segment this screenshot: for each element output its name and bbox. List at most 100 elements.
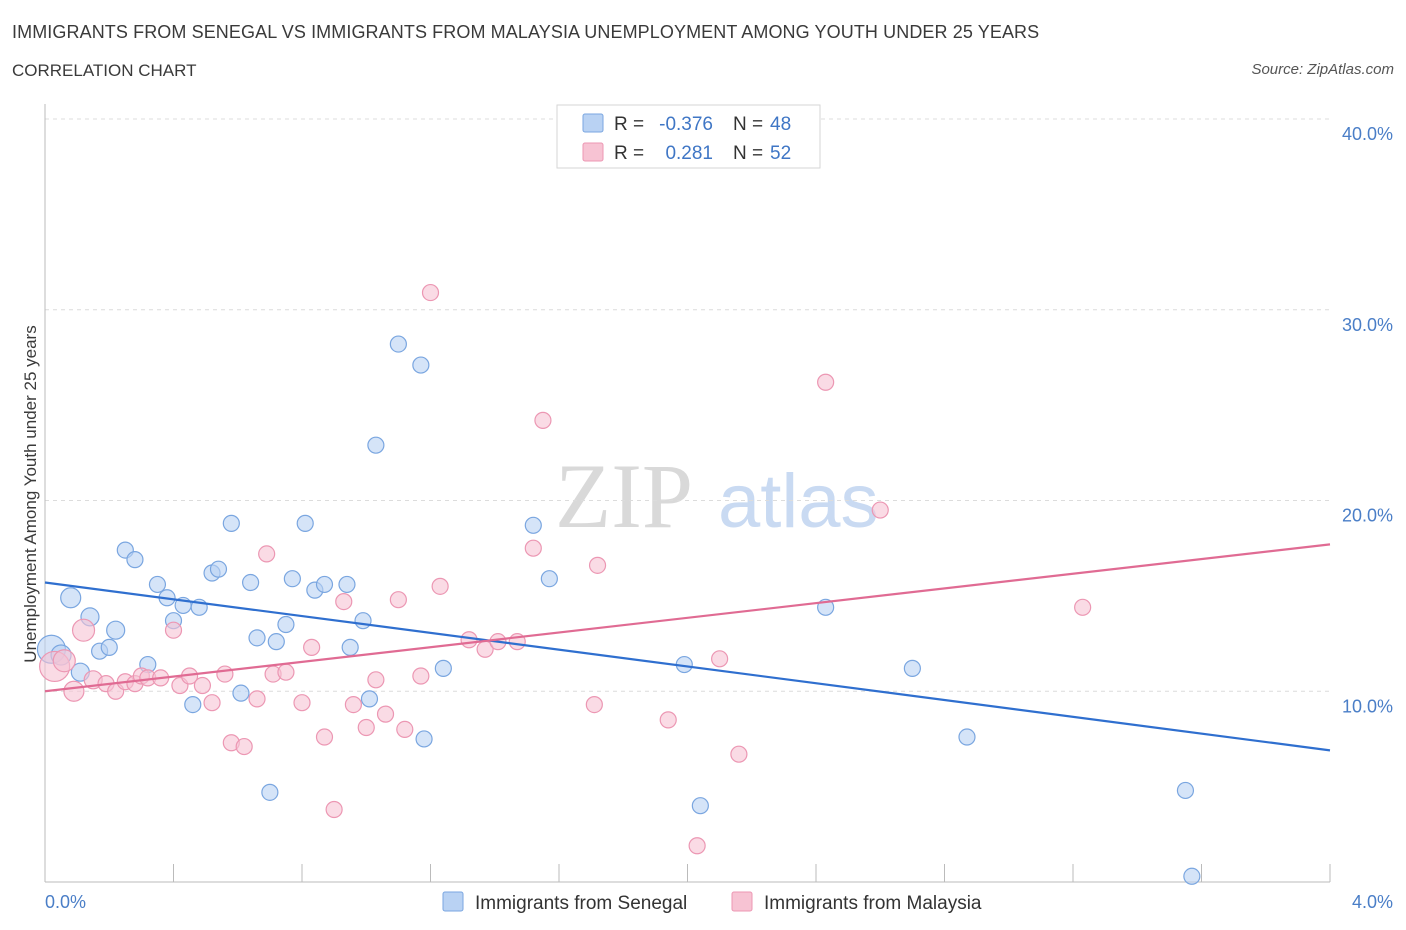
senegal-point-47 <box>1183 867 1201 885</box>
malaysia-point-2 <box>63 680 85 702</box>
y-axis-label: Unemployment Among Youth under 25 years <box>21 325 40 662</box>
malaysia-point-31 <box>367 671 385 689</box>
legend-senegal-swatch <box>582 113 604 133</box>
bottom-legend-malaysia-swatch <box>731 891 753 912</box>
legend-malaysia-r-label: R = <box>614 143 644 164</box>
legend-senegal-n-value: 48 <box>770 114 791 135</box>
malaysia-point-45 <box>588 556 607 574</box>
watermark-zip: ZIP <box>555 445 693 547</box>
senegal-point-39 <box>524 516 542 534</box>
senegal-trend-line <box>44 581 1331 752</box>
malaysia-point-21 <box>258 545 276 563</box>
senegal-point-18 <box>209 560 228 578</box>
senegal-points <box>36 335 1201 885</box>
senegal-point-7 <box>106 620 126 640</box>
senegal-point-33 <box>360 690 379 708</box>
senegal-point-29 <box>315 575 334 594</box>
malaysia-point-26 <box>315 728 334 746</box>
malaysia-point-51 <box>871 501 889 519</box>
senegal-point-32 <box>354 612 372 630</box>
malaysia-point-1 <box>52 649 76 673</box>
malaysia-point-32 <box>376 705 395 723</box>
bottom-legend-senegal-label: Immigrants from Senegal <box>475 893 687 914</box>
y-tick-labels: 10.0% 20.0% 30.0% 40.0% <box>1342 124 1393 716</box>
malaysia-point-29 <box>344 696 362 714</box>
watermark-atlas: atlas <box>718 459 879 544</box>
senegal-point-6 <box>100 638 118 656</box>
x-tick-labels: 0.0% 4.0% <box>45 892 1393 912</box>
legend-senegal-r-label: R = <box>614 114 644 135</box>
grid <box>45 118 1330 692</box>
malaysia-point-33 <box>389 591 407 609</box>
legend-senegal-n-label: N = <box>733 114 763 135</box>
malaysia-point-27 <box>325 800 343 819</box>
senegal-point-22 <box>248 629 266 647</box>
senegal-point-23 <box>261 783 279 801</box>
senegal-point-26 <box>283 570 301 588</box>
trend-lines <box>44 543 1331 752</box>
senegal-point-36 <box>412 356 430 374</box>
malaysia-point-44 <box>585 696 603 714</box>
senegal-point-42 <box>691 797 709 815</box>
malaysia-point-37 <box>431 577 449 595</box>
malaysia-point-48 <box>711 650 729 668</box>
senegal-point-35 <box>389 335 407 353</box>
malaysia-trend-line <box>44 543 1331 693</box>
senegal-point-34 <box>367 436 385 454</box>
malaysia-point-35 <box>412 667 430 685</box>
senegal-point-24 <box>267 633 285 651</box>
malaysia-point-17 <box>216 665 234 683</box>
malaysia-point-34 <box>396 720 414 739</box>
malaysia-point-43 <box>534 411 552 429</box>
x-tick-label-1: 4.0% <box>1352 892 1393 912</box>
legend-malaysia-n-label: N = <box>733 143 763 164</box>
senegal-point-21 <box>242 573 260 592</box>
y-tick-label-2: 30.0% <box>1342 315 1393 335</box>
senegal-point-11 <box>148 575 167 594</box>
senegal-point-9 <box>126 551 144 569</box>
chart-subtitle: CORRELATION CHART <box>12 61 197 80</box>
malaysia-point-23 <box>277 663 295 681</box>
y-tick-label-1: 20.0% <box>1342 506 1393 526</box>
legend-malaysia-r-value: 0.281 <box>665 143 713 164</box>
senegal-point-31 <box>341 638 359 656</box>
y-tick-label-3: 40.0% <box>1342 124 1393 144</box>
legend-malaysia-n-value: 52 <box>770 143 791 164</box>
series-legend: Immigrants from Senegal Immigrants from … <box>442 891 982 914</box>
senegal-point-27 <box>296 514 314 532</box>
malaysia-point-49 <box>730 745 748 763</box>
x-tick-label-0: 0.0% <box>45 892 86 912</box>
axes <box>44 104 1331 883</box>
malaysia-point-3 <box>71 618 96 642</box>
legend-malaysia-swatch <box>582 142 604 162</box>
senegal-point-30 <box>338 575 356 594</box>
source-credit: Source: ZipAtlas.com <box>1251 61 1394 78</box>
senegal-point-44 <box>903 659 921 677</box>
senegal-point-38 <box>434 659 452 677</box>
malaysia-point-50 <box>817 373 835 391</box>
chart-title: IMMIGRANTS FROM SENEGAL VS IMMIGRANTS FR… <box>12 22 1040 42</box>
malaysia-point-46 <box>659 711 677 729</box>
senegal-point-46 <box>1176 781 1195 800</box>
malaysia-point-16 <box>203 694 221 712</box>
y-tick-label-0: 10.0% <box>1342 696 1393 716</box>
malaysia-point-20 <box>248 690 266 708</box>
bottom-legend-malaysia-label: Immigrants from Malaysia <box>764 893 982 914</box>
stats-legend: R = -0.376 N = 48 R = 0.281 N = 52 <box>556 104 821 169</box>
legend-senegal-r-value: -0.376 <box>659 114 713 135</box>
malaysia-point-15 <box>193 676 212 695</box>
senegal-point-45 <box>958 728 976 746</box>
malaysia-point-12 <box>164 621 183 639</box>
senegal-point-19 <box>222 514 240 532</box>
malaysia-point-47 <box>688 837 706 855</box>
senegal-point-2 <box>60 587 82 609</box>
senegal-point-15 <box>184 696 202 714</box>
senegal-point-37 <box>415 730 433 748</box>
malaysia-point-19 <box>235 737 253 756</box>
senegal-point-20 <box>232 684 250 702</box>
senegal-point-40 <box>540 570 558 588</box>
malaysia-point-24 <box>293 694 311 712</box>
malaysia-point-28 <box>335 592 353 611</box>
bottom-legend-senegal-swatch <box>442 891 464 912</box>
